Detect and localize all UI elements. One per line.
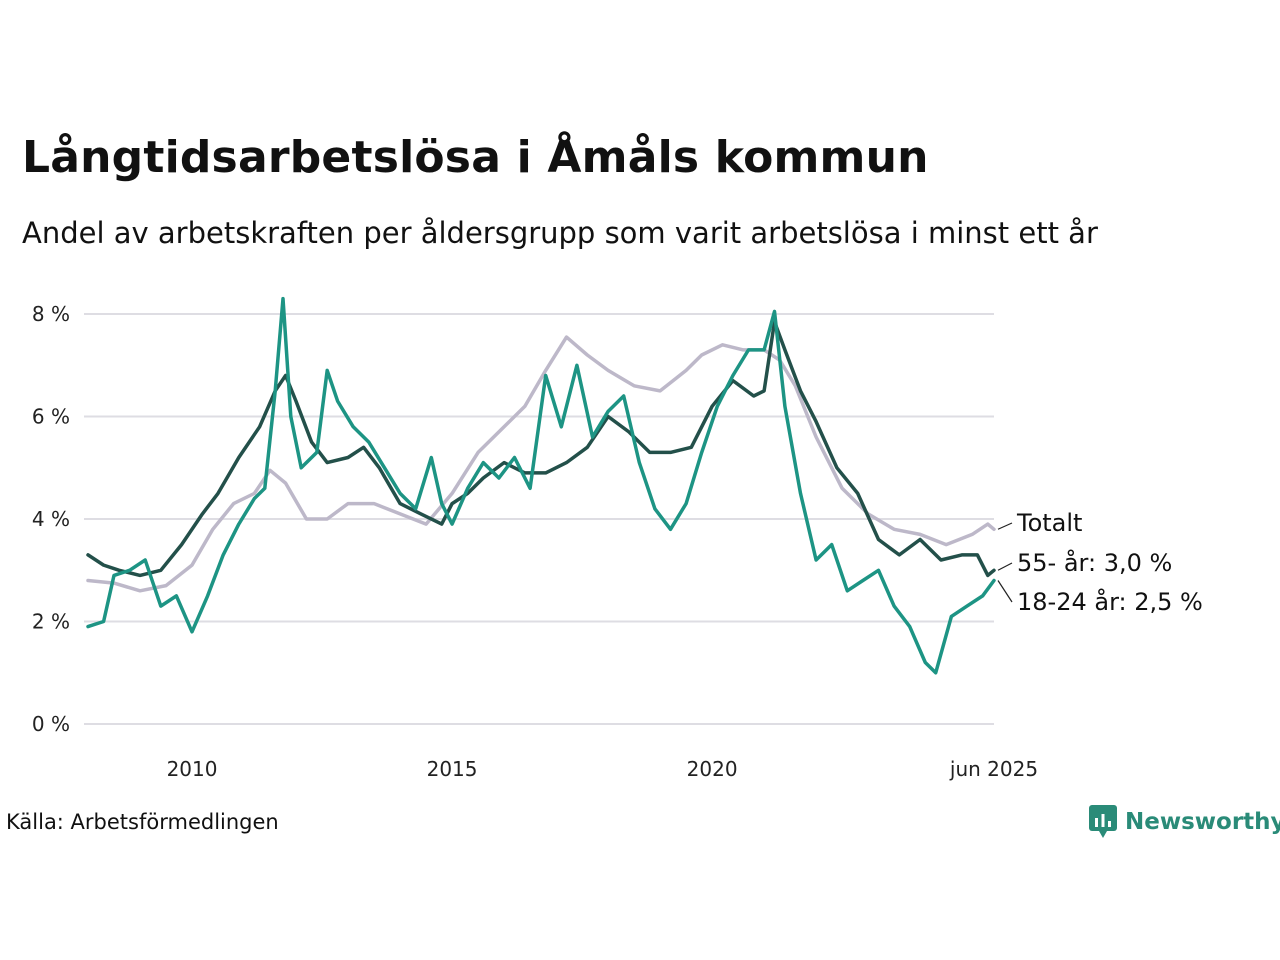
newsworthy-icon: [1089, 805, 1117, 838]
y-axis-tick-labels: 0 % 2 % 4 % 6 % 8 %: [32, 302, 70, 736]
x-axis-tick-labels: 2010 2015 2020 jun 2025: [167, 757, 1039, 781]
y-tick-label: 2 %: [32, 610, 70, 634]
y-tick-label: 6 %: [32, 405, 70, 429]
x-tick-label: 2015: [427, 757, 478, 781]
series-line: [86, 335, 996, 593]
series-lines: [86, 296, 996, 675]
label-connector: [997, 562, 1013, 571]
chart-subtitle: Andel av arbetskraften per åldersgrupp s…: [22, 216, 1098, 250]
series-line: [86, 296, 996, 675]
x-tick-label: 2020: [687, 757, 738, 781]
y-tick-label: 8 %: [32, 302, 70, 326]
series-labels: Totalt 55- år: 3,0 % 18-24 år: 2,5 %: [997, 509, 1203, 616]
grid-lines: [84, 313, 994, 725]
label-connector: [997, 522, 1013, 530]
source-note: Källa: Arbetsförmedlingen: [6, 810, 279, 834]
series-line: [86, 319, 996, 578]
series-label: Totalt: [1016, 509, 1082, 537]
newsworthy-logo: Newsworthy: [1088, 804, 1280, 840]
x-tick-label: 2010: [167, 757, 218, 781]
series-label: 18-24 år: 2,5 %: [1017, 587, 1203, 616]
brand-name: Newsworthy: [1125, 809, 1280, 835]
chart-title: Långtidsarbetslösa i Åmåls kommun: [22, 132, 929, 183]
y-tick-label: 0 %: [32, 712, 70, 736]
label-connector: [997, 580, 1013, 603]
series-label: 55- år: 3,0 %: [1017, 548, 1172, 577]
y-tick-label: 4 %: [32, 507, 70, 531]
x-tick-label: jun 2025: [949, 757, 1038, 781]
